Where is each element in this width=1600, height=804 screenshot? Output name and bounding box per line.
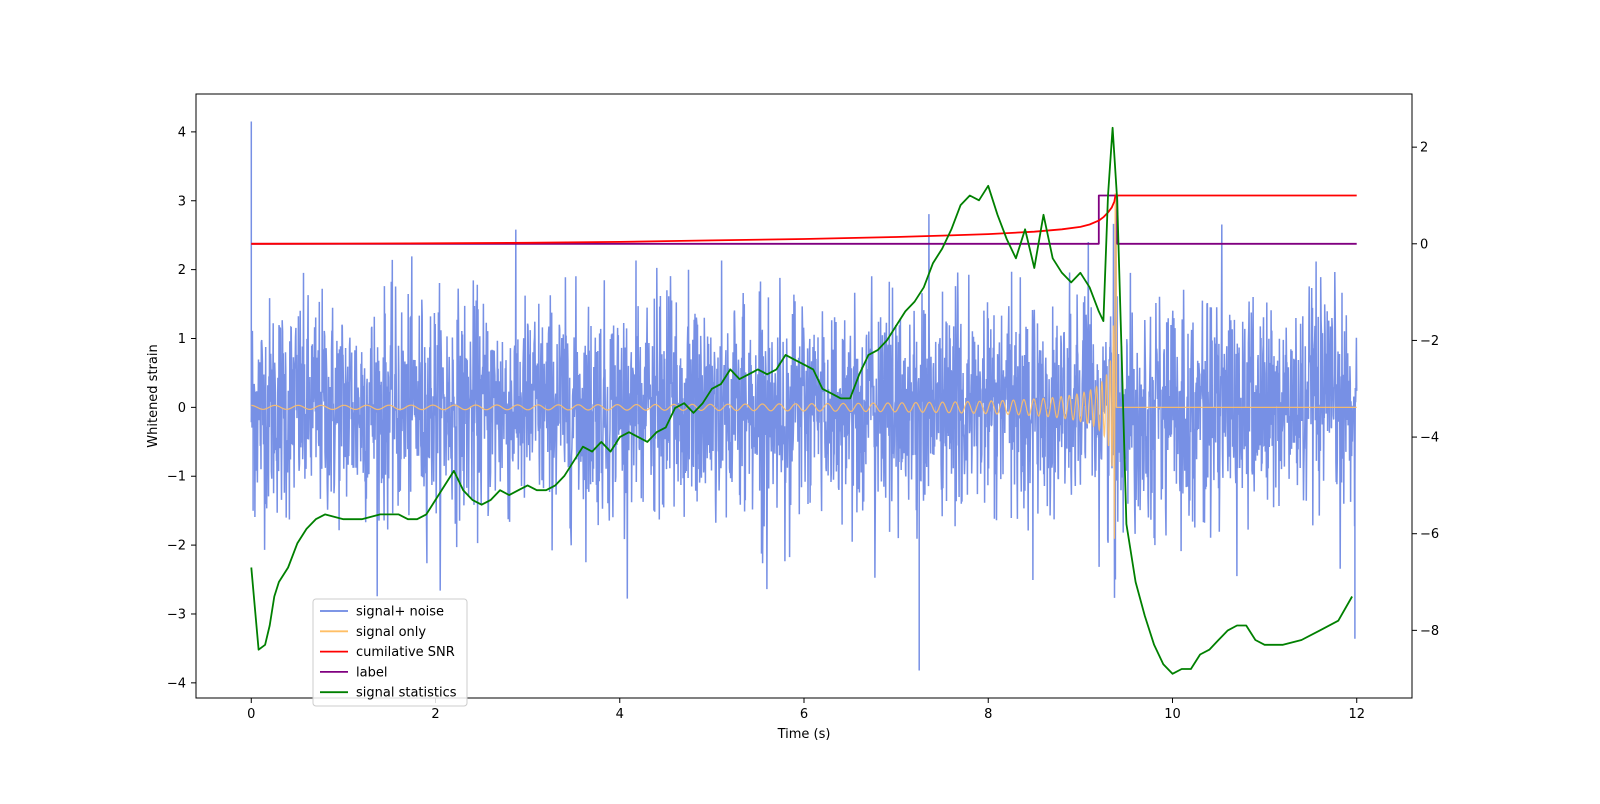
series-cumulative-snr [251,194,1357,245]
legend-item-label: label [356,665,387,680]
y-tick-label: 4 [178,125,186,140]
legend: signal+ noise signal only cumilative SNR la… [312,598,468,707]
y-tick-label: 1 [178,332,186,347]
y-tick-label: −1 [167,470,186,485]
series-signal-noise [250,121,1358,671]
x-tick-label: 6 [800,707,808,722]
y2-tick-label: −2 [1420,334,1439,349]
x-tick-label: 12 [1348,707,1365,722]
legend-item-label: signal statistics [356,686,457,701]
y2-tick-label: −8 [1420,624,1439,639]
y2-tick-label: 2 [1420,141,1428,156]
series-signal-only [251,193,1357,539]
x-tick-label: 4 [616,707,624,722]
y-tick-label: −2 [167,539,186,554]
y-tick-label: 2 [178,263,186,278]
series-layer [250,121,1358,675]
legend-item-label: signal only [356,625,426,640]
y-tick-label: −3 [167,607,186,622]
legend-item-label: cumilative SNR [356,645,455,660]
y-axis-label: Whitened strain [146,344,161,447]
y2-tick-label: −6 [1420,527,1439,542]
y2-tick-label: 0 [1420,237,1428,252]
x-tick-label: 10 [1164,707,1181,722]
x-tick-label: 2 [431,707,439,722]
y-axis-right: −8 −6 −4 −2 0 2 [1412,141,1439,639]
y-tick-label: 0 [178,401,186,416]
y-tick-label: 3 [178,194,186,209]
y-axis-left: −4 −3 −2 −1 0 1 2 3 4 [167,125,196,691]
y2-tick-label: −4 [1420,431,1439,446]
x-tick-label: 0 [247,707,255,722]
y-tick-label: −4 [167,676,186,691]
series-signal-statistics [250,126,1353,675]
legend-box [312,598,468,707]
x-axis-label: Time (s) [777,727,831,742]
legend-item-label: signal+ noise [356,605,444,620]
x-tick-label: 8 [984,707,992,722]
